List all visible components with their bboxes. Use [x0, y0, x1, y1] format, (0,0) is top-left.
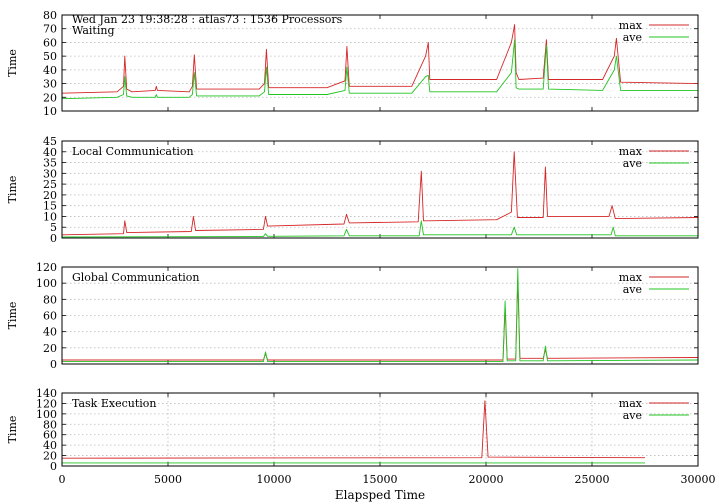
- legend-label-max: max: [619, 19, 643, 32]
- panel-title: Waiting: [72, 24, 115, 37]
- plot-frame: [61, 392, 699, 467]
- panel-title: Global Communication: [72, 271, 200, 284]
- series-line-max: [61, 24, 699, 94]
- series-line-ave: [61, 39, 698, 100]
- y-tick-label: 0: [50, 358, 57, 371]
- y-tick-label: 30: [43, 167, 57, 180]
- y-tick-label: 20: [43, 189, 57, 202]
- y-tick-label: 60: [43, 429, 57, 442]
- legend-label-ave: ave: [623, 283, 642, 296]
- legend-label-max: max: [619, 397, 643, 410]
- series-line-ave: [61, 220, 698, 238]
- y-tick-label: 40: [43, 326, 57, 339]
- y-tick-label: 15: [43, 200, 57, 213]
- header-line: Wed Jan 23 19:38:28 : atlas73 : 1536 Pro…: [72, 13, 343, 26]
- y-tick-label: 20: [43, 342, 57, 355]
- x-tick-label: 0: [59, 473, 66, 486]
- y-tick-label: 5: [50, 221, 57, 234]
- y-tick-label: 60: [43, 310, 57, 323]
- y-tick-label: 100: [36, 277, 57, 290]
- panel-title: Local Communication: [72, 145, 194, 158]
- y-axis-label: Time: [6, 49, 19, 77]
- y-tick-label: 120: [36, 261, 57, 274]
- y-tick-label: 0: [50, 232, 57, 245]
- y-axis-label: Time: [6, 416, 19, 444]
- x-tick-label: 15000: [363, 473, 398, 486]
- y-axis-label: Time: [6, 176, 19, 204]
- y-tick-label: 50: [43, 50, 57, 63]
- y-tick-label: 30: [43, 78, 57, 91]
- x-tick-label: 5000: [154, 473, 182, 486]
- plot-frame: [61, 140, 699, 239]
- y-tick-label: 80: [43, 418, 57, 431]
- y-tick-label: 140: [36, 387, 57, 400]
- y-tick-label: 100: [36, 408, 57, 421]
- series-line-max: [61, 400, 646, 459]
- y-tick-label: 80: [43, 9, 57, 22]
- series-line-max: [61, 151, 699, 236]
- series-line-ave: [62, 268, 699, 363]
- y-tick-label: 20: [43, 450, 57, 463]
- legend-label-max: max: [619, 145, 643, 158]
- y-tick-label: 10: [43, 210, 57, 223]
- y-tick-label: 40: [43, 146, 57, 159]
- legend-label-ave: ave: [623, 31, 642, 44]
- y-tick-label: 60: [43, 36, 57, 49]
- panels-group: 1020304050607080maxaveWaitingTime0510152…: [6, 9, 716, 486]
- x-tick-label: 30000: [681, 473, 716, 486]
- legend-label-max: max: [619, 271, 643, 284]
- y-tick-label: 80: [43, 293, 57, 306]
- y-tick-label: 40: [43, 64, 57, 77]
- x-tick-label: 20000: [469, 473, 504, 486]
- y-tick-label: 10: [43, 105, 57, 118]
- y-tick-label: 120: [36, 397, 57, 410]
- plot-frame: [61, 266, 699, 365]
- panel-title: Task Execution: [72, 397, 156, 410]
- legend-label-ave: ave: [623, 157, 642, 170]
- y-tick-label: 40: [43, 439, 57, 452]
- y-tick-label: 45: [43, 135, 57, 148]
- plot-frame: [61, 14, 699, 112]
- y-tick-label: 20: [43, 91, 57, 104]
- x-tick-label: 10000: [257, 473, 292, 486]
- legend-label-ave: ave: [623, 409, 642, 422]
- y-tick-label: 35: [43, 157, 57, 170]
- y-tick-label: 25: [43, 178, 57, 191]
- y-tick-label: 70: [43, 23, 57, 36]
- y-axis-label: Time: [6, 302, 19, 330]
- x-axis-label: Elapsped Time: [335, 488, 425, 502]
- x-tick-label: 25000: [575, 473, 610, 486]
- y-tick-label: 0: [50, 460, 57, 473]
